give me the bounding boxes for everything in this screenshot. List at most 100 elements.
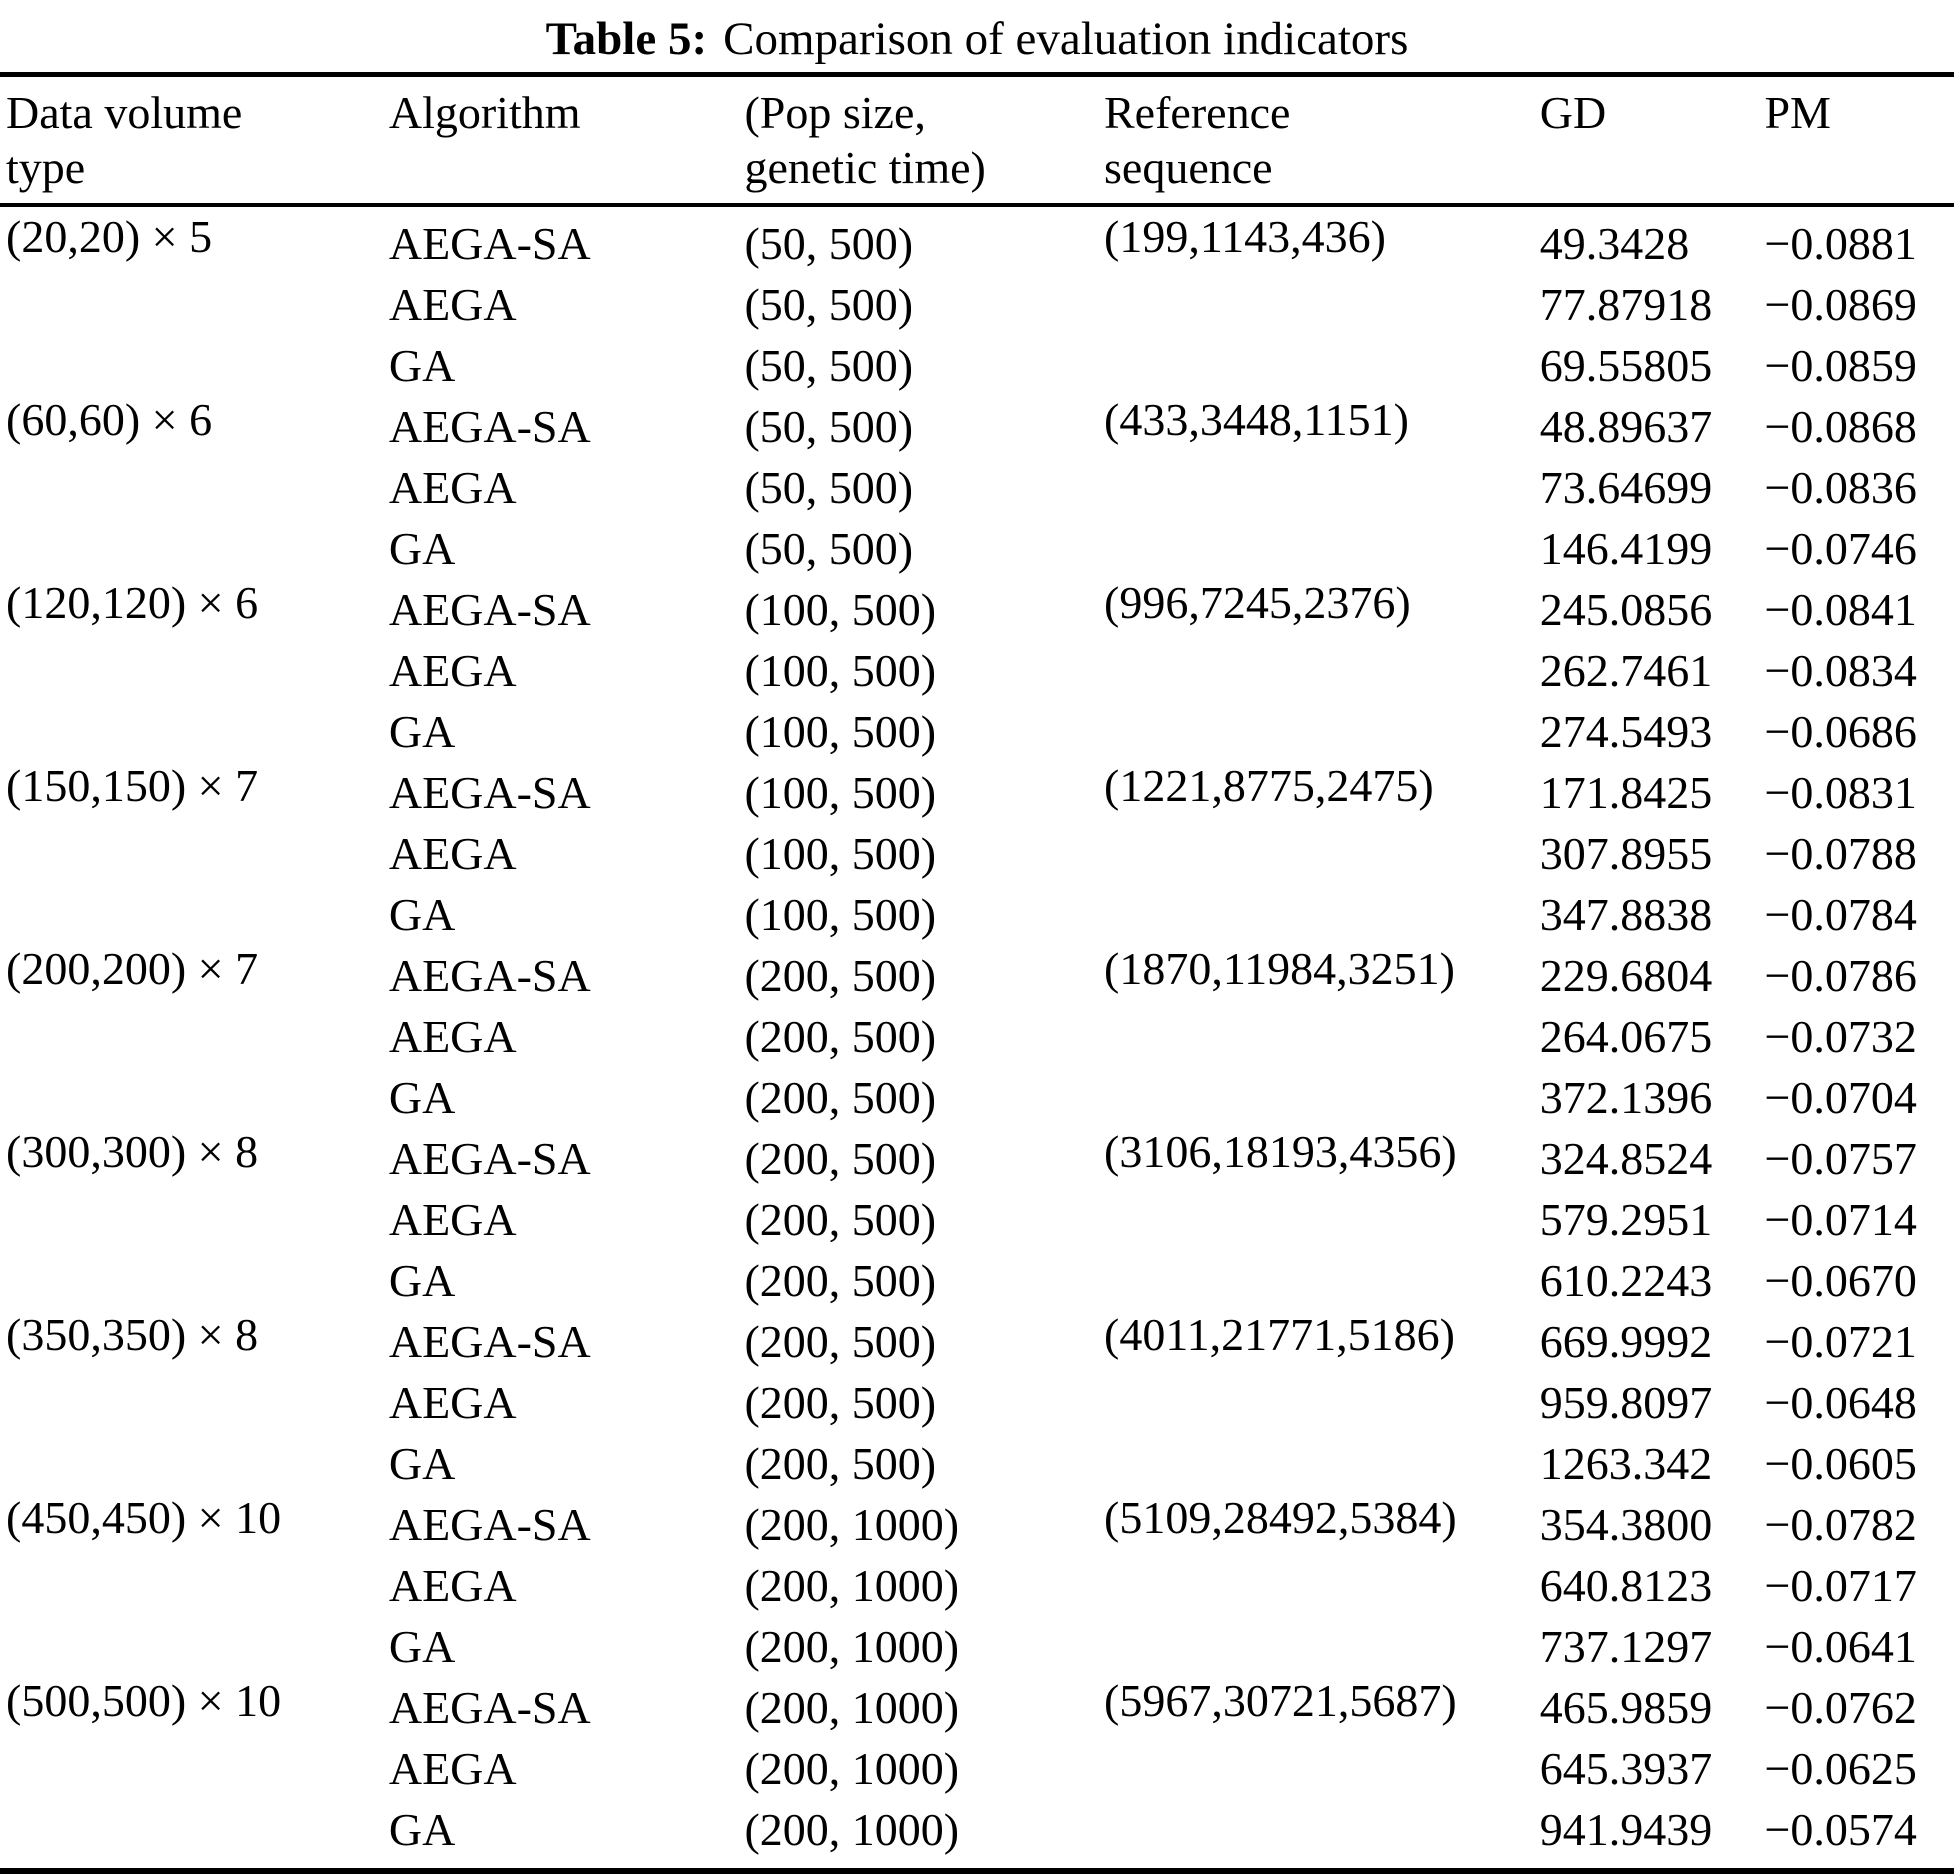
table-row: (300,300) × 8 AEGA-SA (200, 500) (3106,1819…: [0, 1126, 1954, 1189]
cell-reference-sequence: [1104, 1609, 1540, 1670]
cell-algorithm: GA: [388, 1072, 456, 1123]
table-row: GA (200, 1000) 737.1297 −0.0641: [0, 1616, 1954, 1677]
cell-reference-sequence: (996,7245,2376): [1104, 577, 1411, 628]
cell-algorithm: GA: [388, 1438, 456, 1489]
cell-algorithm: AEGA-SA: [388, 1499, 591, 1550]
cell-data-volume-type: [0, 1426, 389, 1487]
cell-reference-sequence: (1870,11984,3251): [1104, 943, 1455, 994]
cell-gd: 354.3800: [1539, 1499, 1713, 1550]
cell-pm: −0.0762: [1764, 1682, 1917, 1733]
cell-data-volume-type: (120,120) × 6: [6, 577, 259, 628]
cell-reference-sequence: [1104, 877, 1540, 938]
cell-pop-size-genetic-time: (100, 500): [744, 828, 937, 879]
cell-pop-size-genetic-time: (200, 500): [744, 1072, 937, 1123]
cell-pm: −0.0574: [1764, 1804, 1917, 1855]
header-gd: GD: [1539, 74, 1765, 207]
cell-data-volume-type: (300,300) × 8: [6, 1126, 259, 1177]
cell-pop-size-genetic-time: (50, 500): [744, 218, 914, 269]
cell-pop-size-genetic-time: (50, 500): [744, 523, 914, 574]
table-row: (450,450) × 10 AEGA-SA (200, 1000) (5109,28…: [0, 1492, 1954, 1555]
cell-gd: 941.9439: [1539, 1804, 1713, 1855]
cell-algorithm: AEGA: [388, 1560, 517, 1611]
cell-algorithm: AEGA-SA: [388, 218, 591, 269]
cell-algorithm: GA: [388, 1255, 456, 1306]
cell-pop-size-genetic-time: (100, 500): [744, 645, 937, 696]
cell-algorithm: AEGA-SA: [388, 401, 591, 452]
cell-pop-size-genetic-time: (50, 500): [744, 279, 914, 330]
cell-algorithm: GA: [388, 1621, 456, 1672]
cell-reference-sequence: [1104, 450, 1540, 511]
cell-algorithm: AEGA: [388, 645, 517, 696]
cell-gd: 171.8425: [1539, 767, 1713, 818]
cell-reference-sequence: [1104, 1731, 1540, 1792]
cell-pm: −0.0881: [1764, 218, 1917, 269]
cell-reference-sequence: [1104, 1060, 1540, 1121]
cell-gd: 1263.342: [1539, 1438, 1713, 1489]
cell-data-volume-type: [0, 1060, 389, 1121]
table-row: AEGA (200, 500) 264.0675 −0.0732: [0, 1006, 1954, 1067]
table-row: (150,150) × 7 AEGA-SA (100, 500) (1221,8775…: [0, 760, 1954, 823]
cell-gd: 610.2243: [1539, 1255, 1713, 1306]
cell-pop-size-genetic-time: (100, 500): [744, 706, 937, 757]
cell-reference-sequence: [1104, 1182, 1540, 1243]
cell-pm: −0.0786: [1764, 950, 1917, 1001]
cell-algorithm: AEGA-SA: [388, 1682, 591, 1733]
table-row: GA (100, 500) 347.8838 −0.0784: [0, 884, 1954, 945]
cell-pop-size-genetic-time: (200, 500): [744, 1133, 937, 1184]
cell-gd: 640.8123: [1539, 1560, 1713, 1611]
table-row: AEGA (200, 1000) 645.3937 −0.0625: [0, 1738, 1954, 1799]
cell-pop-size-genetic-time: (200, 1000): [744, 1682, 960, 1733]
cell-pm: −0.0641: [1764, 1621, 1917, 1672]
cell-reference-sequence: [1104, 1243, 1540, 1304]
cell-gd: 49.3428: [1539, 218, 1690, 269]
cell-reference-sequence: [1104, 816, 1540, 877]
cell-reference-sequence: (5109,28492,5384): [1104, 1492, 1457, 1543]
cell-pm: −0.0869: [1764, 279, 1917, 330]
cell-algorithm: AEGA: [388, 1194, 517, 1245]
cell-reference-sequence: (1221,8775,2475): [1104, 760, 1434, 811]
table-caption: Table 5: Comparison of evaluation indicat…: [0, 0, 1954, 72]
table-row: GA (200, 1000) 941.9439 −0.0574: [0, 1799, 1954, 1871]
cell-pm: −0.0836: [1764, 462, 1917, 513]
cell-gd: 262.7461: [1539, 645, 1713, 696]
cell-algorithm: AEGA-SA: [388, 950, 591, 1001]
cell-gd: 229.6804: [1539, 950, 1713, 1001]
table-row: AEGA (200, 500) 959.8097 −0.0648: [0, 1372, 1954, 1433]
cell-gd: 274.5493: [1539, 706, 1713, 757]
cell-gd: 737.1297: [1539, 1621, 1713, 1672]
cell-pop-size-genetic-time: (200, 1000): [744, 1804, 960, 1855]
cell-pm: −0.0714: [1764, 1194, 1917, 1245]
cell-pop-size-genetic-time: (200, 1000): [744, 1499, 960, 1550]
cell-gd: 669.9992: [1539, 1316, 1713, 1367]
cell-data-volume-type: [0, 328, 389, 389]
cell-pm: −0.0746: [1764, 523, 1917, 574]
cell-reference-sequence: (433,3448,1151): [1104, 394, 1409, 445]
cell-gd: 307.8955: [1539, 828, 1713, 879]
cell-reference-sequence: [1104, 694, 1540, 755]
cell-data-volume-type: (60,60) × 6: [6, 394, 213, 445]
cell-data-volume-type: (450,450) × 10: [6, 1492, 282, 1543]
cell-algorithm: GA: [388, 523, 456, 574]
evaluation-indicators-table: Data volume type Algorithm (Pop size, ge…: [0, 72, 1954, 1874]
cell-algorithm: AEGA-SA: [388, 767, 591, 818]
cell-pm: −0.0686: [1764, 706, 1917, 757]
cell-pm: −0.0605: [1764, 1438, 1917, 1489]
cell-data-volume-type: [0, 1548, 389, 1609]
cell-reference-sequence: [1104, 267, 1540, 328]
cell-pm: −0.0782: [1764, 1499, 1917, 1550]
cell-pop-size-genetic-time: (100, 500): [744, 584, 937, 635]
cell-pm: −0.0670: [1764, 1255, 1917, 1306]
table-row: (20,20) × 5 AEGA-SA (50, 500) (199,1143,436…: [0, 205, 1954, 274]
cell-data-volume-type: [0, 1243, 389, 1304]
cell-data-volume-type: (20,20) × 5: [6, 211, 213, 262]
cell-pop-size-genetic-time: (200, 500): [744, 1255, 937, 1306]
table-row: AEGA (100, 500) 262.7461 −0.0834: [0, 640, 1954, 701]
cell-data-volume-type: (500,500) × 10: [6, 1675, 282, 1726]
table-row: AEGA (50, 500) 77.87918 −0.0869: [0, 274, 1954, 335]
cell-data-volume-type: [0, 1731, 389, 1792]
cell-pm: −0.0788: [1764, 828, 1917, 879]
cell-data-volume-type: (150,150) × 7: [6, 760, 259, 811]
cell-algorithm: GA: [388, 706, 456, 757]
cell-algorithm: GA: [388, 340, 456, 391]
cell-pop-size-genetic-time: (200, 500): [744, 1011, 937, 1062]
